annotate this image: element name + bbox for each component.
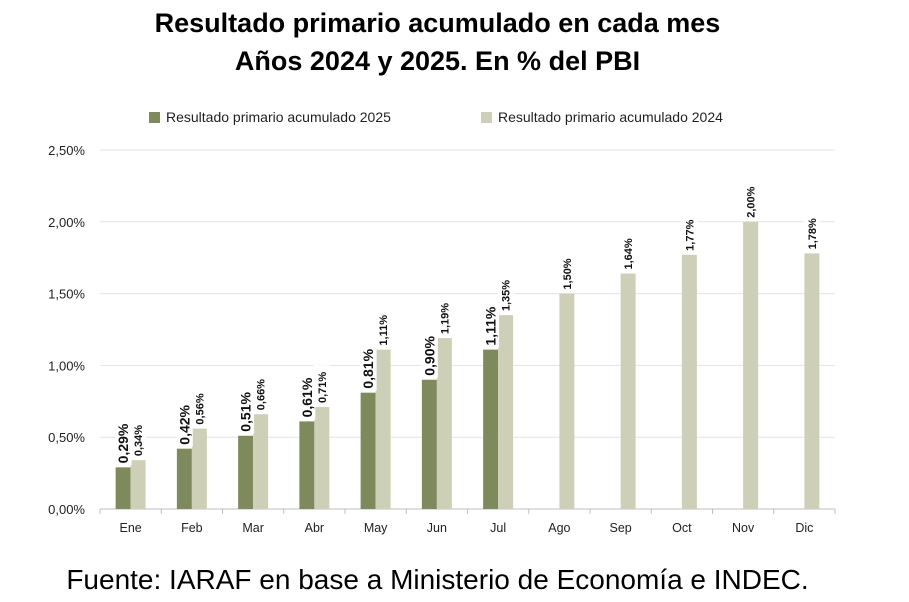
data-label-2024: 0,34% [133,425,145,456]
data-label-2024: 2,00% [746,186,758,217]
data-label-2024: 0,71% [317,372,329,403]
legend-item-2025: Resultado primario acumulado 2025 [149,109,391,125]
data-label-bg-2024 [619,231,637,272]
y-tick-label: 2,50% [48,143,85,158]
bar-2025 [299,421,315,509]
y-tick-label: 1,50% [48,287,85,302]
bar-2024 [375,349,391,509]
data-label-bg-2024 [435,296,453,337]
data-label-bg-2025 [114,415,132,466]
bar-2024 [804,253,820,509]
data-label-bg-2025 [482,297,500,348]
x-tick-label: Dic [795,521,813,535]
data-label-bg-2024 [680,212,698,253]
bar-2024 [620,273,636,509]
data-label-bg-2024 [190,386,208,427]
bar-2025 [115,467,131,509]
data-label-2024: 1,11% [378,315,390,346]
y-tick-label: 0,00% [48,502,85,517]
chart-title-line2: Años 2024 y 2025. En % del PBI [234,46,641,76]
data-label-bg-2024 [558,251,576,292]
x-tick-label: Nov [732,521,755,535]
bar-2024 [743,221,759,510]
x-tick-label: May [364,521,388,535]
chart-title: Resultado primario acumulado en cada mes… [0,4,875,80]
bar-2025 [483,349,499,509]
bar-2024 [681,254,697,509]
data-label-bg-2024 [129,418,147,459]
bar-2024 [436,338,452,509]
y-tick-label: 0,50% [48,430,85,445]
bar-2025 [360,392,376,509]
data-label-bg-2024 [803,211,821,252]
data-label-bg-2025 [175,396,193,447]
data-label-bg-2025 [298,369,316,420]
x-tick-label: Feb [181,521,203,535]
y-tick-label: 1,00% [48,358,85,373]
bar-2024 [253,414,269,509]
x-tick-label: Ago [548,521,570,535]
data-label-bg-2024 [252,372,270,413]
data-label-2025: 0,90% [421,336,437,376]
data-label-2024: 0,56% [194,393,206,424]
data-label-2024: 1,78% [807,218,819,249]
data-label-2024: 1,64% [623,238,635,269]
data-label-bg-2025 [359,340,377,391]
x-tick-label: Mar [242,521,264,535]
legend-swatch-2024 [481,111,492,123]
bar-2025 [421,379,437,509]
bar-2024 [314,407,330,509]
data-label-bg-2025 [420,327,438,378]
legend-label-2025: Resultado primario acumulado 2025 [166,109,391,125]
data-label-2025: 0,29% [115,423,131,463]
bar-chart: 0,00% 0,50% 1,00% 1,50% 2,00% 2,50% Ene Feb Mar A… [48,143,836,535]
bar-2025 [238,435,254,509]
data-label-2024: 1,35% [501,280,513,311]
data-label-2024: 1,77% [684,219,696,250]
data-label-bg-2024 [313,365,331,406]
x-tick-label: Oct [672,521,692,535]
bar-2024 [498,315,514,509]
x-tick-label: Jun [427,521,447,535]
source-note: Fuente: IARAF en base a Ministerio de Ec… [66,564,809,595]
data-label-2024: 1,50% [562,258,574,289]
data-label-2025: 1,11% [483,306,499,345]
data-label-bg-2024 [742,179,760,220]
legend-swatch-2025 [149,111,160,123]
chart-title-line1: Resultado primario acumulado en cada mes [154,8,721,38]
data-label-bg-2025 [237,383,255,434]
data-label-2024: 0,66% [256,379,268,410]
legend-item-2024: Resultado primario acumulado 2024 [481,109,723,125]
data-label-bg-2024 [497,273,515,314]
bar-2024 [191,428,207,509]
data-label-2025: 0,51% [238,392,254,432]
x-tick-label: Abr [305,521,324,535]
x-tick-label: Sep [610,521,632,535]
chart-legend: Resultado primario acumulado 2025 Result… [0,106,909,130]
legend-label-2024: Resultado primario acumulado 2024 [498,109,723,125]
data-label-2025: 0,81% [360,348,376,388]
x-tick-label: Ene [120,521,142,535]
data-label-2024: 1,19% [439,303,451,334]
data-label-2025: 0,42% [176,404,192,444]
x-tick-label: Jul [490,521,506,535]
bar-2025 [176,448,192,509]
y-tick-label: 2,00% [48,215,85,230]
data-label-2025: 0,61% [299,377,315,417]
bar-2024 [130,460,146,509]
data-label-bg-2024 [374,307,392,348]
bar-2024 [559,293,575,509]
